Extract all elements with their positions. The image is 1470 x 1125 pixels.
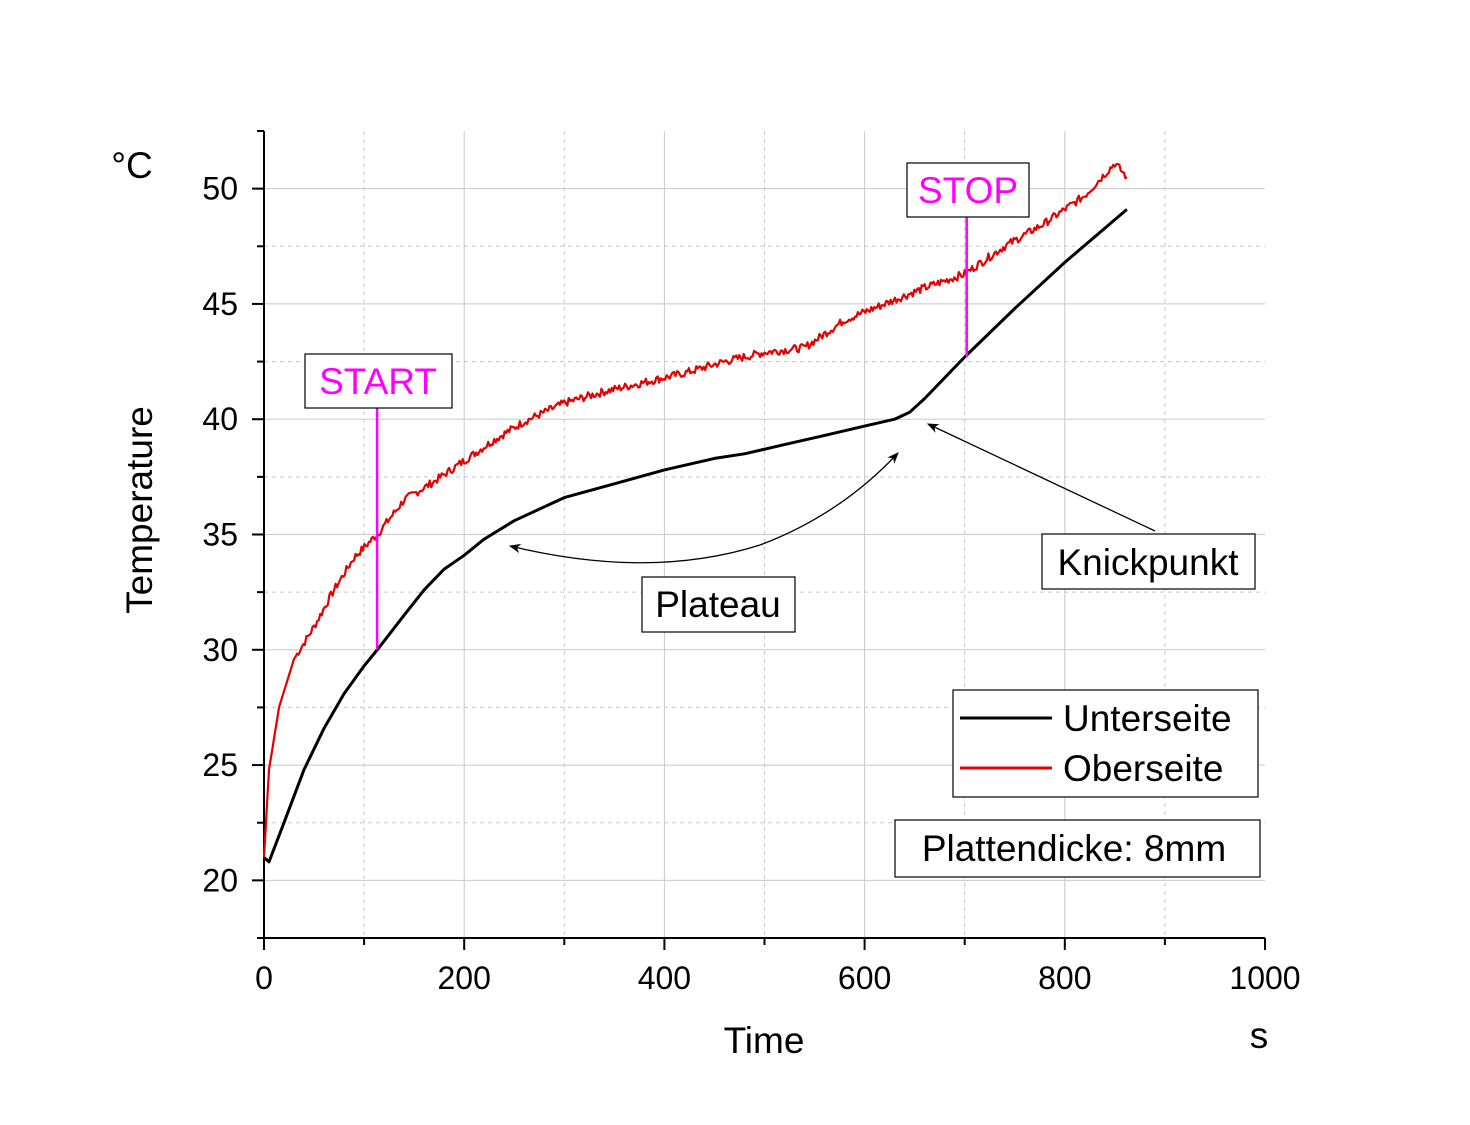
start-box xyxy=(304,353,453,409)
series-line-oberseite xyxy=(262,162,1128,858)
x-tick-label: 200 xyxy=(438,960,491,996)
y-tick-label: 25 xyxy=(202,747,238,783)
y-tick-label: 40 xyxy=(202,401,238,437)
y-axis-label: Temperature xyxy=(119,406,160,614)
knick-box xyxy=(1041,533,1256,590)
plateau-box xyxy=(641,576,796,633)
x-tick-label: 600 xyxy=(838,960,891,996)
legend-label-oberseite: Oberseite xyxy=(1063,748,1223,789)
legend-label-unterseite: Unterseite xyxy=(1063,698,1232,739)
y-tick-label: 35 xyxy=(202,517,238,553)
note-box xyxy=(894,819,1261,878)
axes: 0 200 400 600 800 1000 20 25 30 35 40 45 50 xyxy=(202,130,1301,996)
note-text: Plattendicke: 8mm xyxy=(922,828,1226,869)
x-tick-label: 400 xyxy=(638,960,691,996)
stop-box xyxy=(906,162,1030,218)
x-axis-unit: s xyxy=(1250,1015,1269,1056)
x-tick-label: 0 xyxy=(255,960,273,996)
y-tick-label: 30 xyxy=(202,632,238,668)
annotations xyxy=(375,217,968,650)
knick-label: Knickpunkt xyxy=(1058,542,1240,583)
y-tick-label: 20 xyxy=(202,862,238,898)
start-label: START xyxy=(319,361,437,402)
y-axis-unit: °C xyxy=(111,145,153,186)
y-tick-label: 45 xyxy=(202,286,238,322)
legend-box xyxy=(952,689,1259,798)
y-tick-label: 50 xyxy=(202,171,238,207)
plateau-arrow xyxy=(508,452,899,564)
legend: Unterseite Oberseite xyxy=(952,689,1259,798)
x-tick-label: 1000 xyxy=(1229,960,1300,996)
stop-label: STOP xyxy=(918,170,1018,211)
plateau-label: Plateau xyxy=(655,584,781,625)
knick-arrow xyxy=(926,423,1156,532)
x-tick-label: 800 xyxy=(1038,960,1091,996)
x-axis-label: Time xyxy=(724,1020,805,1061)
